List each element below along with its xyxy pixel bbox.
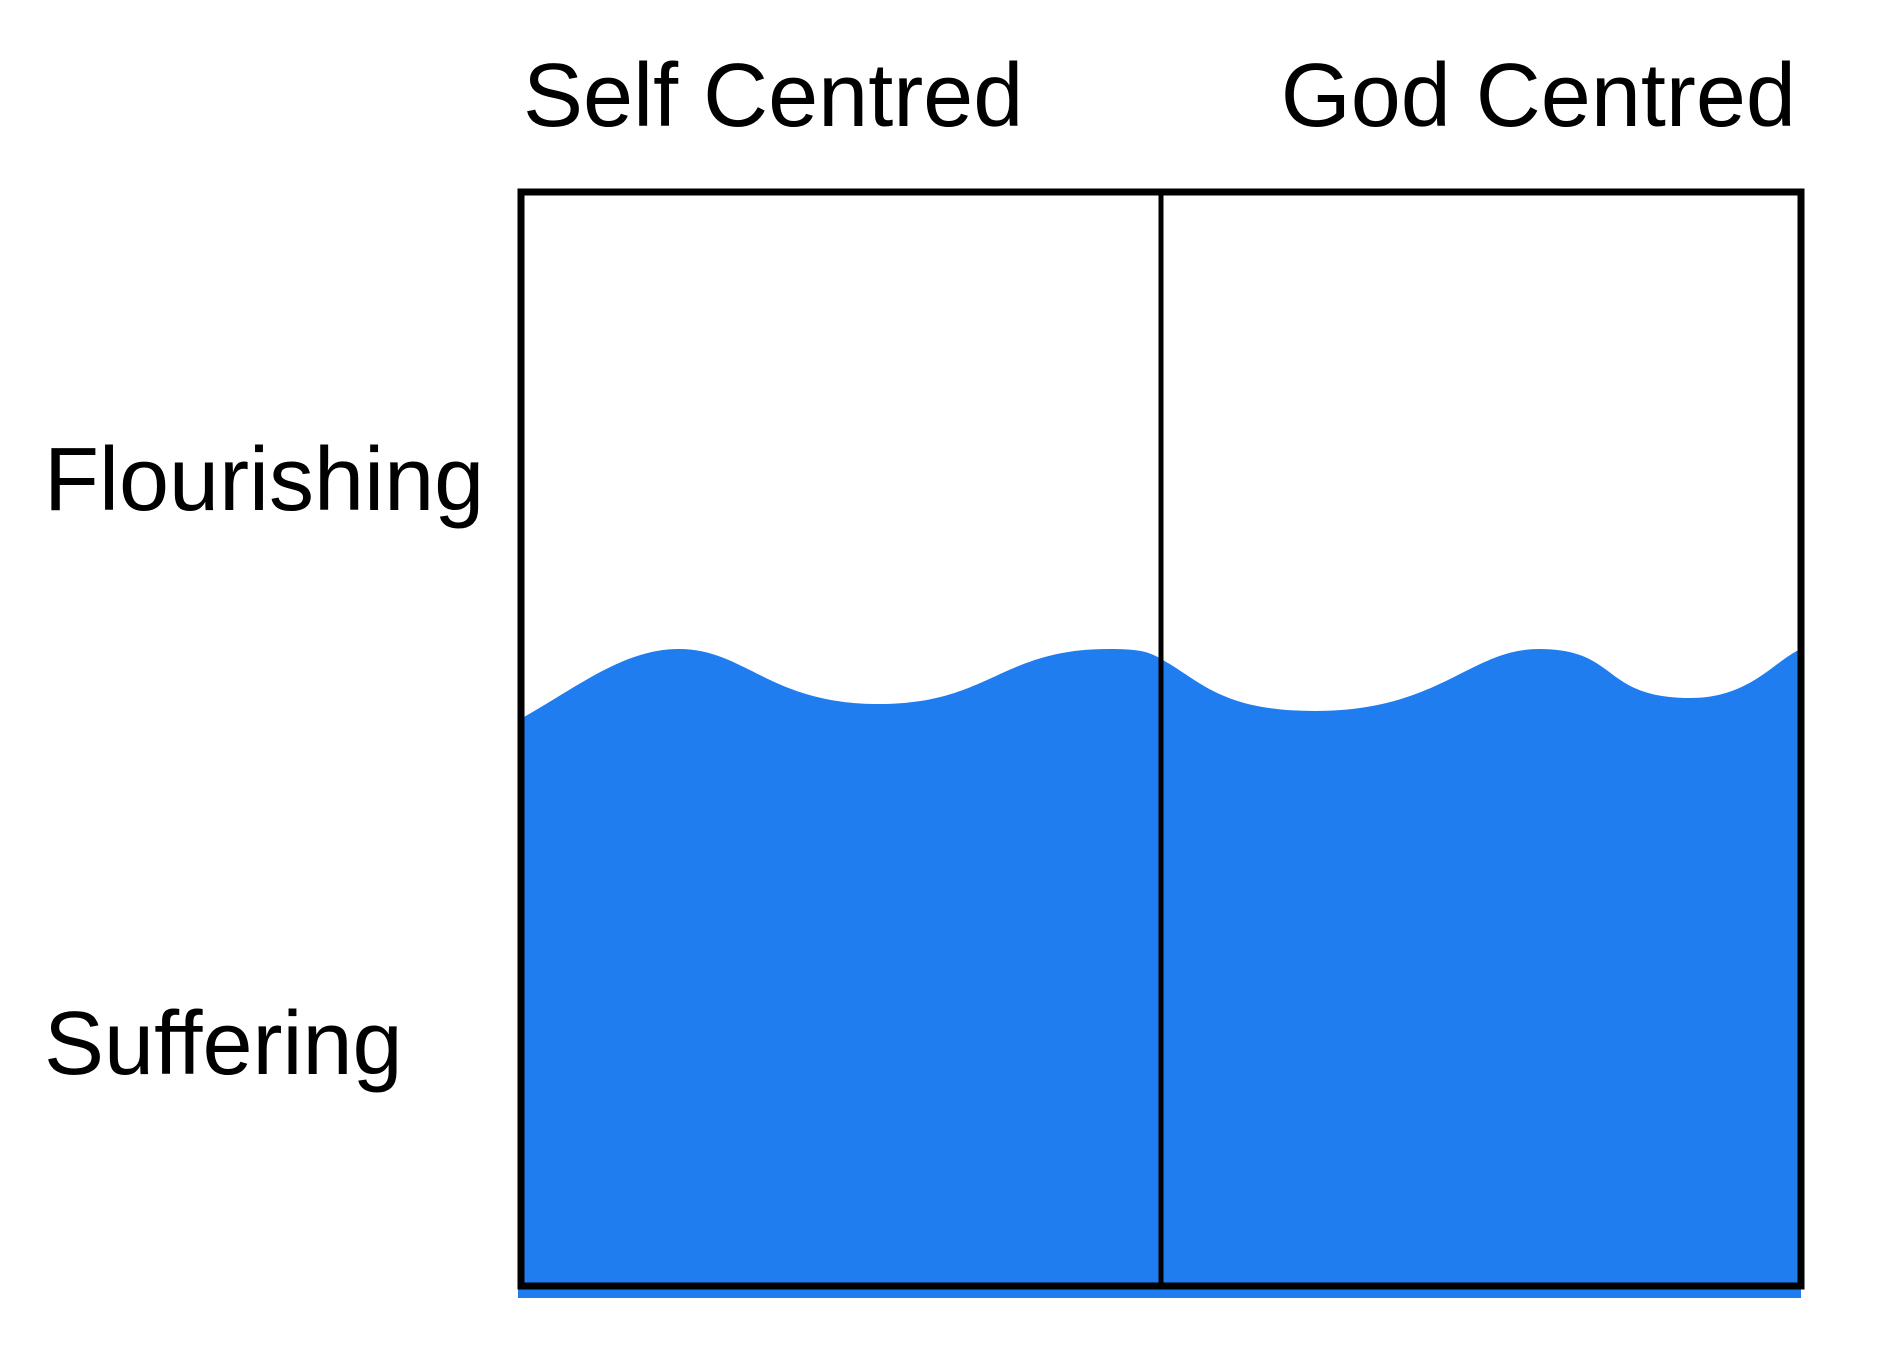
row-label: Suffering [44, 994, 403, 1094]
column-label: God Centred [1281, 46, 1796, 146]
row-label: Flourishing [44, 430, 484, 530]
column-label: Self Centred [523, 46, 1023, 146]
